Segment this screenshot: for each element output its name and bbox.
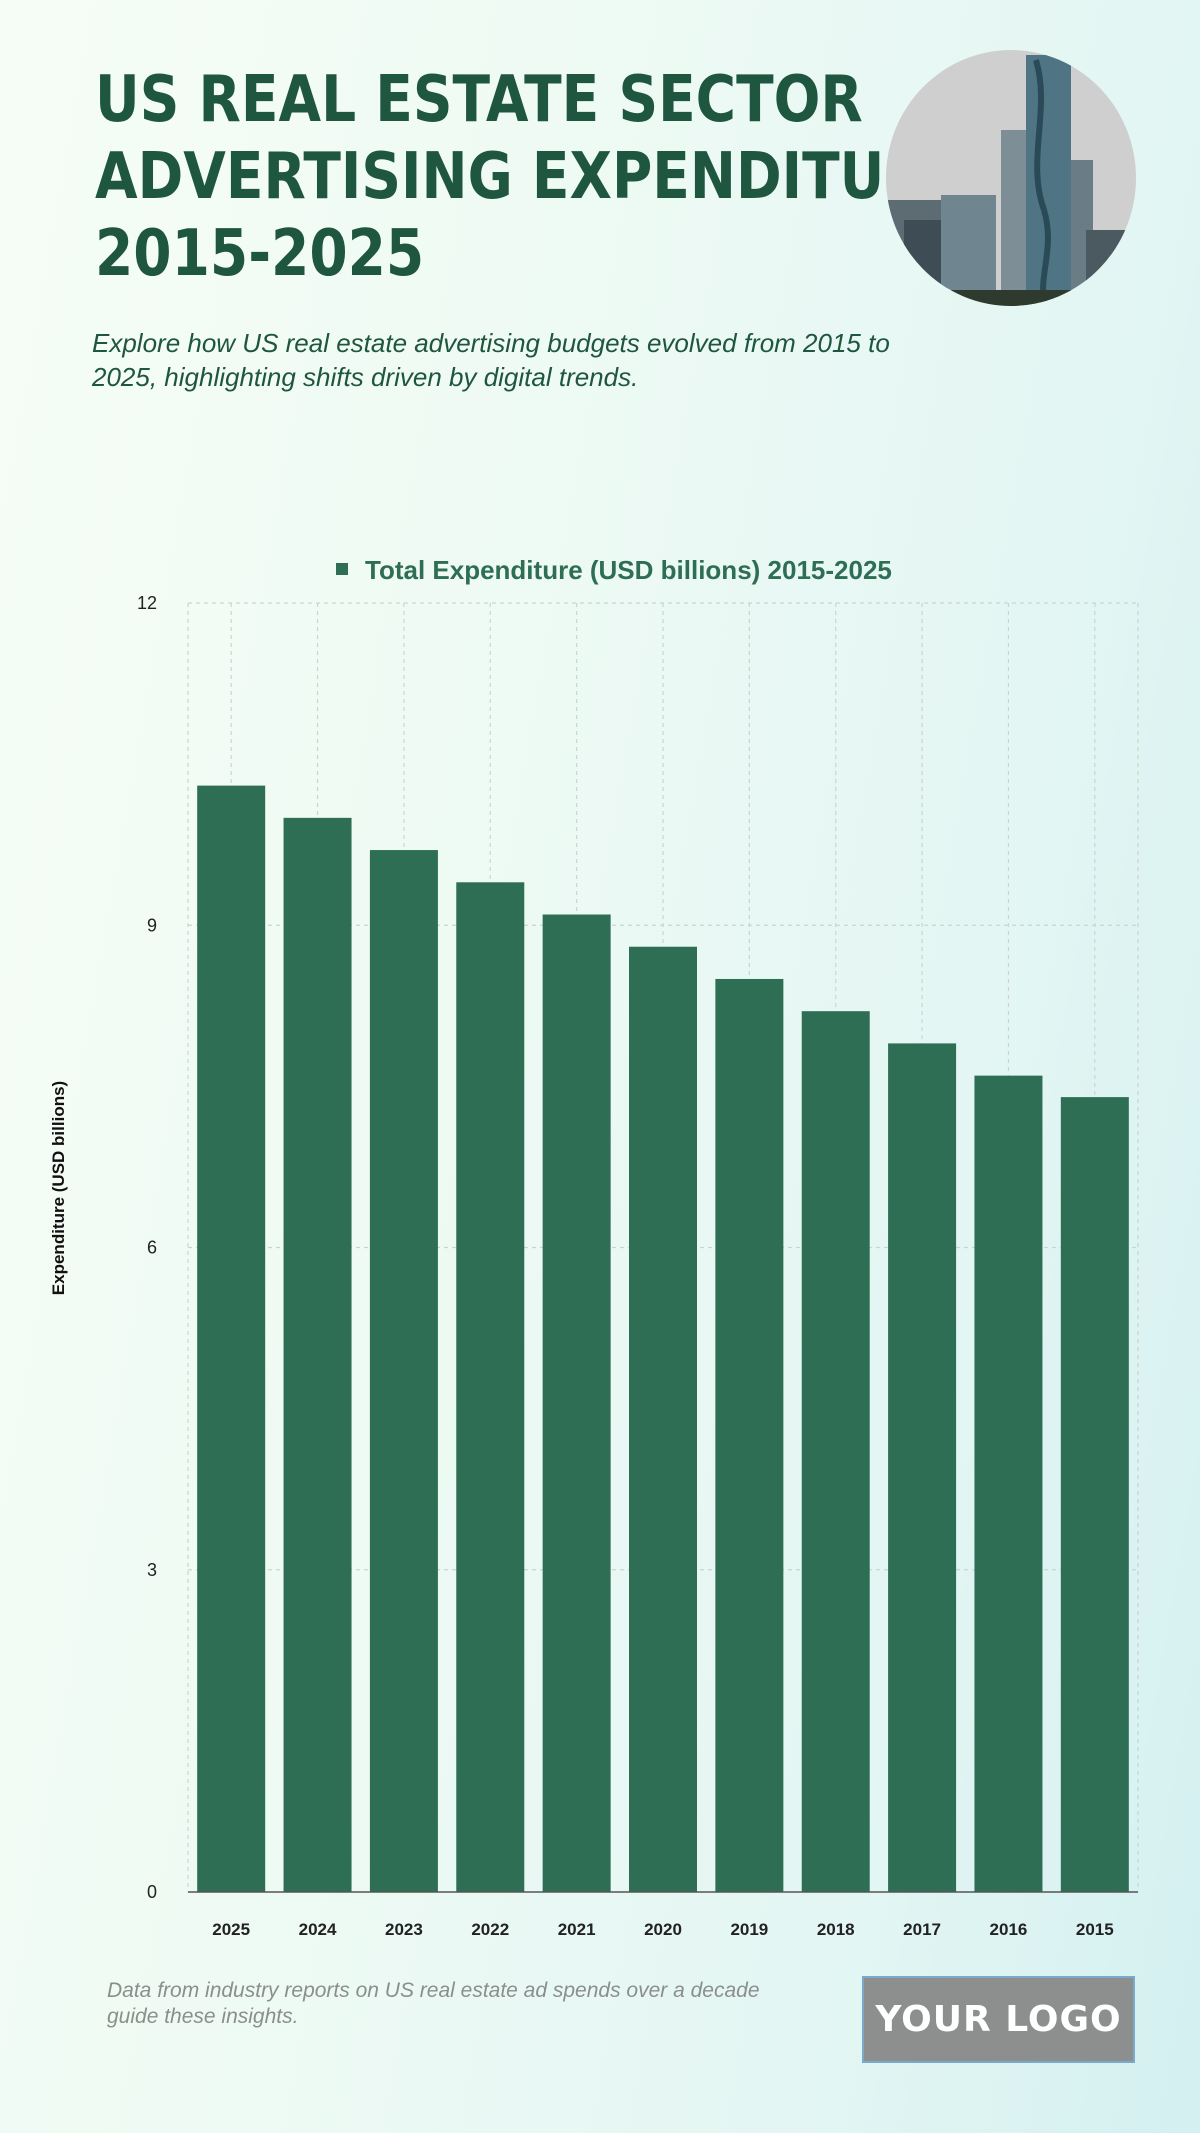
x-tick-label: 2024	[299, 1920, 337, 1939]
y-tick-label: 6	[147, 1238, 157, 1258]
subtitle: Explore how US real estate advertising b…	[92, 328, 890, 392]
y-tick-label: 0	[147, 1882, 157, 1902]
logo-placeholder: YOUR LOGO	[862, 1976, 1135, 2063]
y-tick-label: 12	[137, 593, 157, 613]
x-tick-label: 2022	[471, 1920, 509, 1939]
x-tick-label: 2015	[1076, 1920, 1114, 1939]
x-tick-label: 2020	[644, 1920, 682, 1939]
bar-2025	[197, 785, 266, 1892]
legend: Total Expenditure (USD billions) 2015-20…	[336, 555, 892, 585]
bar-2023	[369, 850, 438, 1892]
bar-2016	[974, 1075, 1043, 1892]
axes: 0 3 6 9 12 2025 2024 2023 2022 2021 2020 2019 2018 20…	[137, 593, 1138, 1939]
bar-2018	[801, 1011, 870, 1892]
legend-swatch	[336, 563, 348, 575]
title-line-1: US REAL ESTATE SECTOR	[95, 63, 863, 137]
title-line-3: 2015-2025	[95, 217, 425, 291]
bar-2020	[629, 946, 697, 1892]
bar-2021	[542, 914, 611, 1892]
y-axis-label: Expenditure (USD billions)	[49, 1081, 68, 1295]
bar-2015	[1060, 1097, 1129, 1892]
y-tick-label: 3	[147, 1560, 157, 1580]
bars	[197, 785, 1129, 1893]
bar-2022	[456, 882, 525, 1892]
footnote: Data from industry reports on US real es…	[107, 1979, 760, 2028]
bar-2024	[283, 817, 352, 1893]
x-tick-label: 2019	[730, 1920, 768, 1939]
x-tick-label: 2017	[903, 1920, 941, 1939]
bar-2017	[888, 1043, 957, 1892]
x-tick-label: 2023	[385, 1920, 423, 1939]
bar-2019	[715, 978, 784, 1892]
y-tick-label: 9	[147, 915, 157, 935]
x-tick-label: 2025	[212, 1920, 250, 1939]
legend-label: Total Expenditure (USD billions) 2015-20…	[365, 555, 892, 585]
x-tick-label: 2018	[817, 1920, 855, 1939]
x-tick-label: 2021	[558, 1920, 596, 1939]
x-tick-label: 2016	[990, 1920, 1028, 1939]
